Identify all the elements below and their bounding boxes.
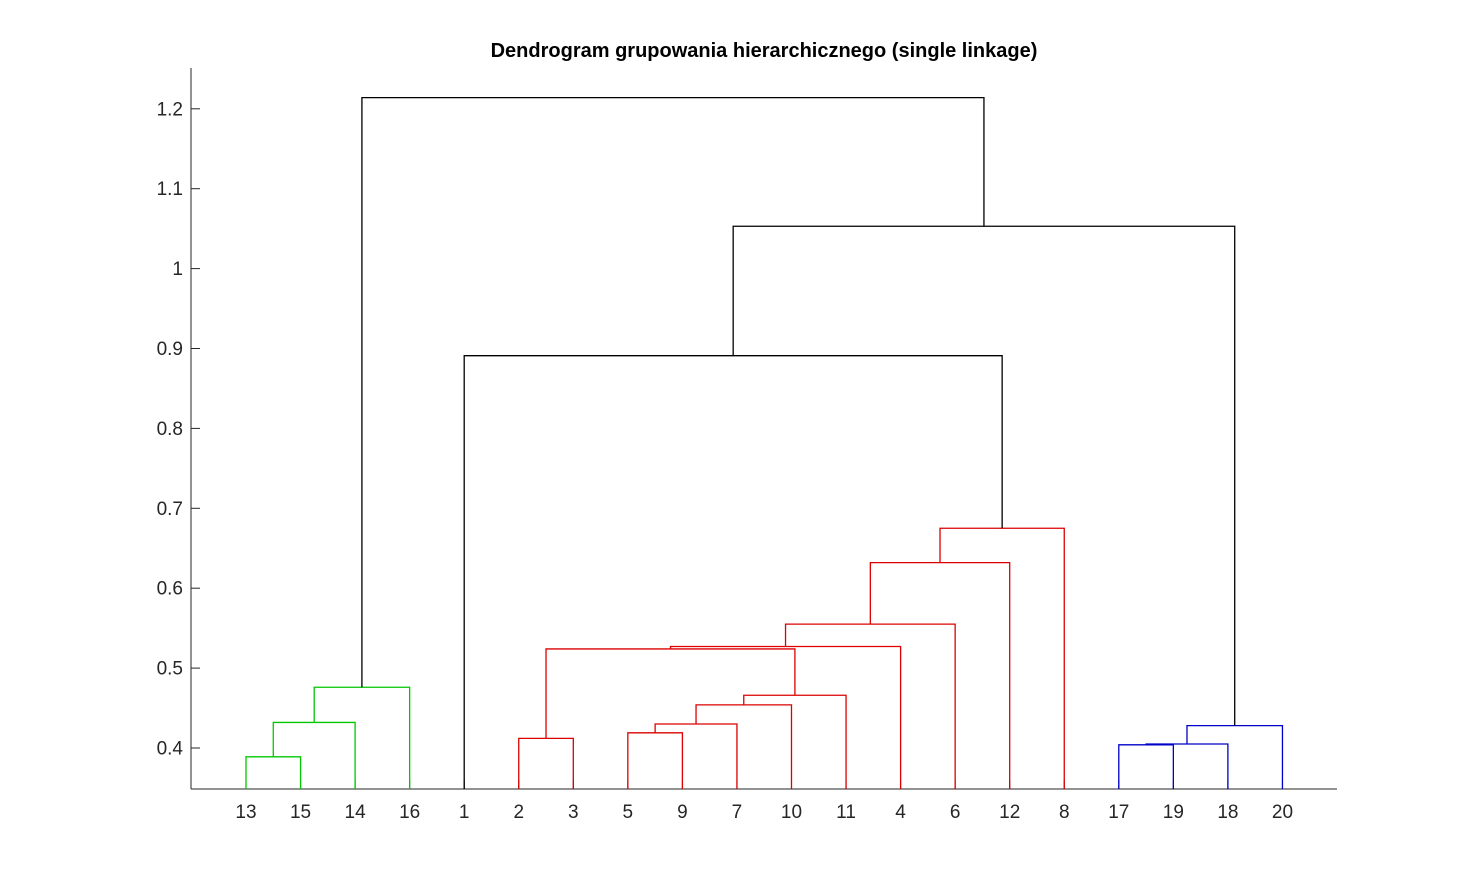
dendrogram-link [313, 686, 411, 789]
leaf-label: 18 [1217, 802, 1238, 823]
dendrogram-links [245, 96, 1284, 789]
dendrogram-link [627, 732, 684, 789]
leaf-label: 11 [836, 802, 856, 823]
dendrogram-link [784, 623, 956, 789]
dendrogram-link [939, 527, 1065, 789]
y-tick-label: 0.5 [157, 659, 183, 680]
chart-title: Dendrogram grupowania hierarchicznego (s… [491, 40, 1038, 62]
y-tick-label: 1.2 [157, 99, 183, 120]
y-tick-label: 1.1 [157, 179, 183, 200]
leaf-label: 12 [999, 802, 1020, 823]
leaf-label: 6 [950, 802, 961, 823]
dendrogram-link [272, 721, 356, 789]
leaf-label: 19 [1163, 802, 1184, 823]
dendrogram-link [732, 225, 1236, 726]
dendrogram-link [695, 704, 793, 789]
leaf-label: 16 [399, 802, 420, 823]
leaf-label: 14 [345, 802, 367, 823]
x-axis-ticks: 13 15 14 16 1 2 3 5 9 7 10 11 4 6 12 8 17 19 18 20 [235, 780, 1293, 823]
leaf-label: 13 [235, 802, 256, 823]
leaf-label: 2 [513, 802, 524, 823]
leaf-label: 4 [895, 802, 906, 823]
y-axis-ticks: 0.4 0.5 0.6 0.7 0.8 0.9 1 1.1 1.2 [157, 99, 200, 760]
y-tick-label: 1 [172, 259, 183, 280]
leaf-label: 8 [1059, 802, 1070, 823]
dendrogram-link [869, 561, 1011, 789]
dendrogram-link [1118, 744, 1174, 789]
leaf-label: 7 [732, 802, 743, 823]
leaf-label: 5 [623, 802, 634, 823]
leaf-label: 17 [1108, 802, 1129, 823]
dendrogram-link [743, 694, 847, 789]
dendrogram-link [245, 756, 302, 789]
dendrogram-link [518, 737, 574, 789]
dendrogram-link [1186, 724, 1284, 789]
leaf-label: 20 [1272, 802, 1293, 823]
dendrogram-link [545, 648, 796, 739]
dendrogram-link [669, 645, 902, 789]
leaf-label: 9 [677, 802, 688, 823]
dendrogram-link [361, 96, 985, 688]
leaf-label: 15 [290, 802, 311, 823]
dendrogram-link [1145, 743, 1229, 789]
dendrogram-link [654, 723, 738, 789]
y-tick-label: 0.9 [157, 339, 183, 360]
leaf-label: 1 [459, 802, 470, 823]
leaf-label: 10 [781, 802, 802, 823]
y-tick-label: 0.8 [157, 419, 183, 440]
y-tick-label: 0.6 [157, 579, 183, 600]
leaf-label: 3 [568, 802, 579, 823]
y-tick-label: 0.4 [157, 739, 184, 760]
y-tick-label: 0.7 [157, 499, 183, 520]
